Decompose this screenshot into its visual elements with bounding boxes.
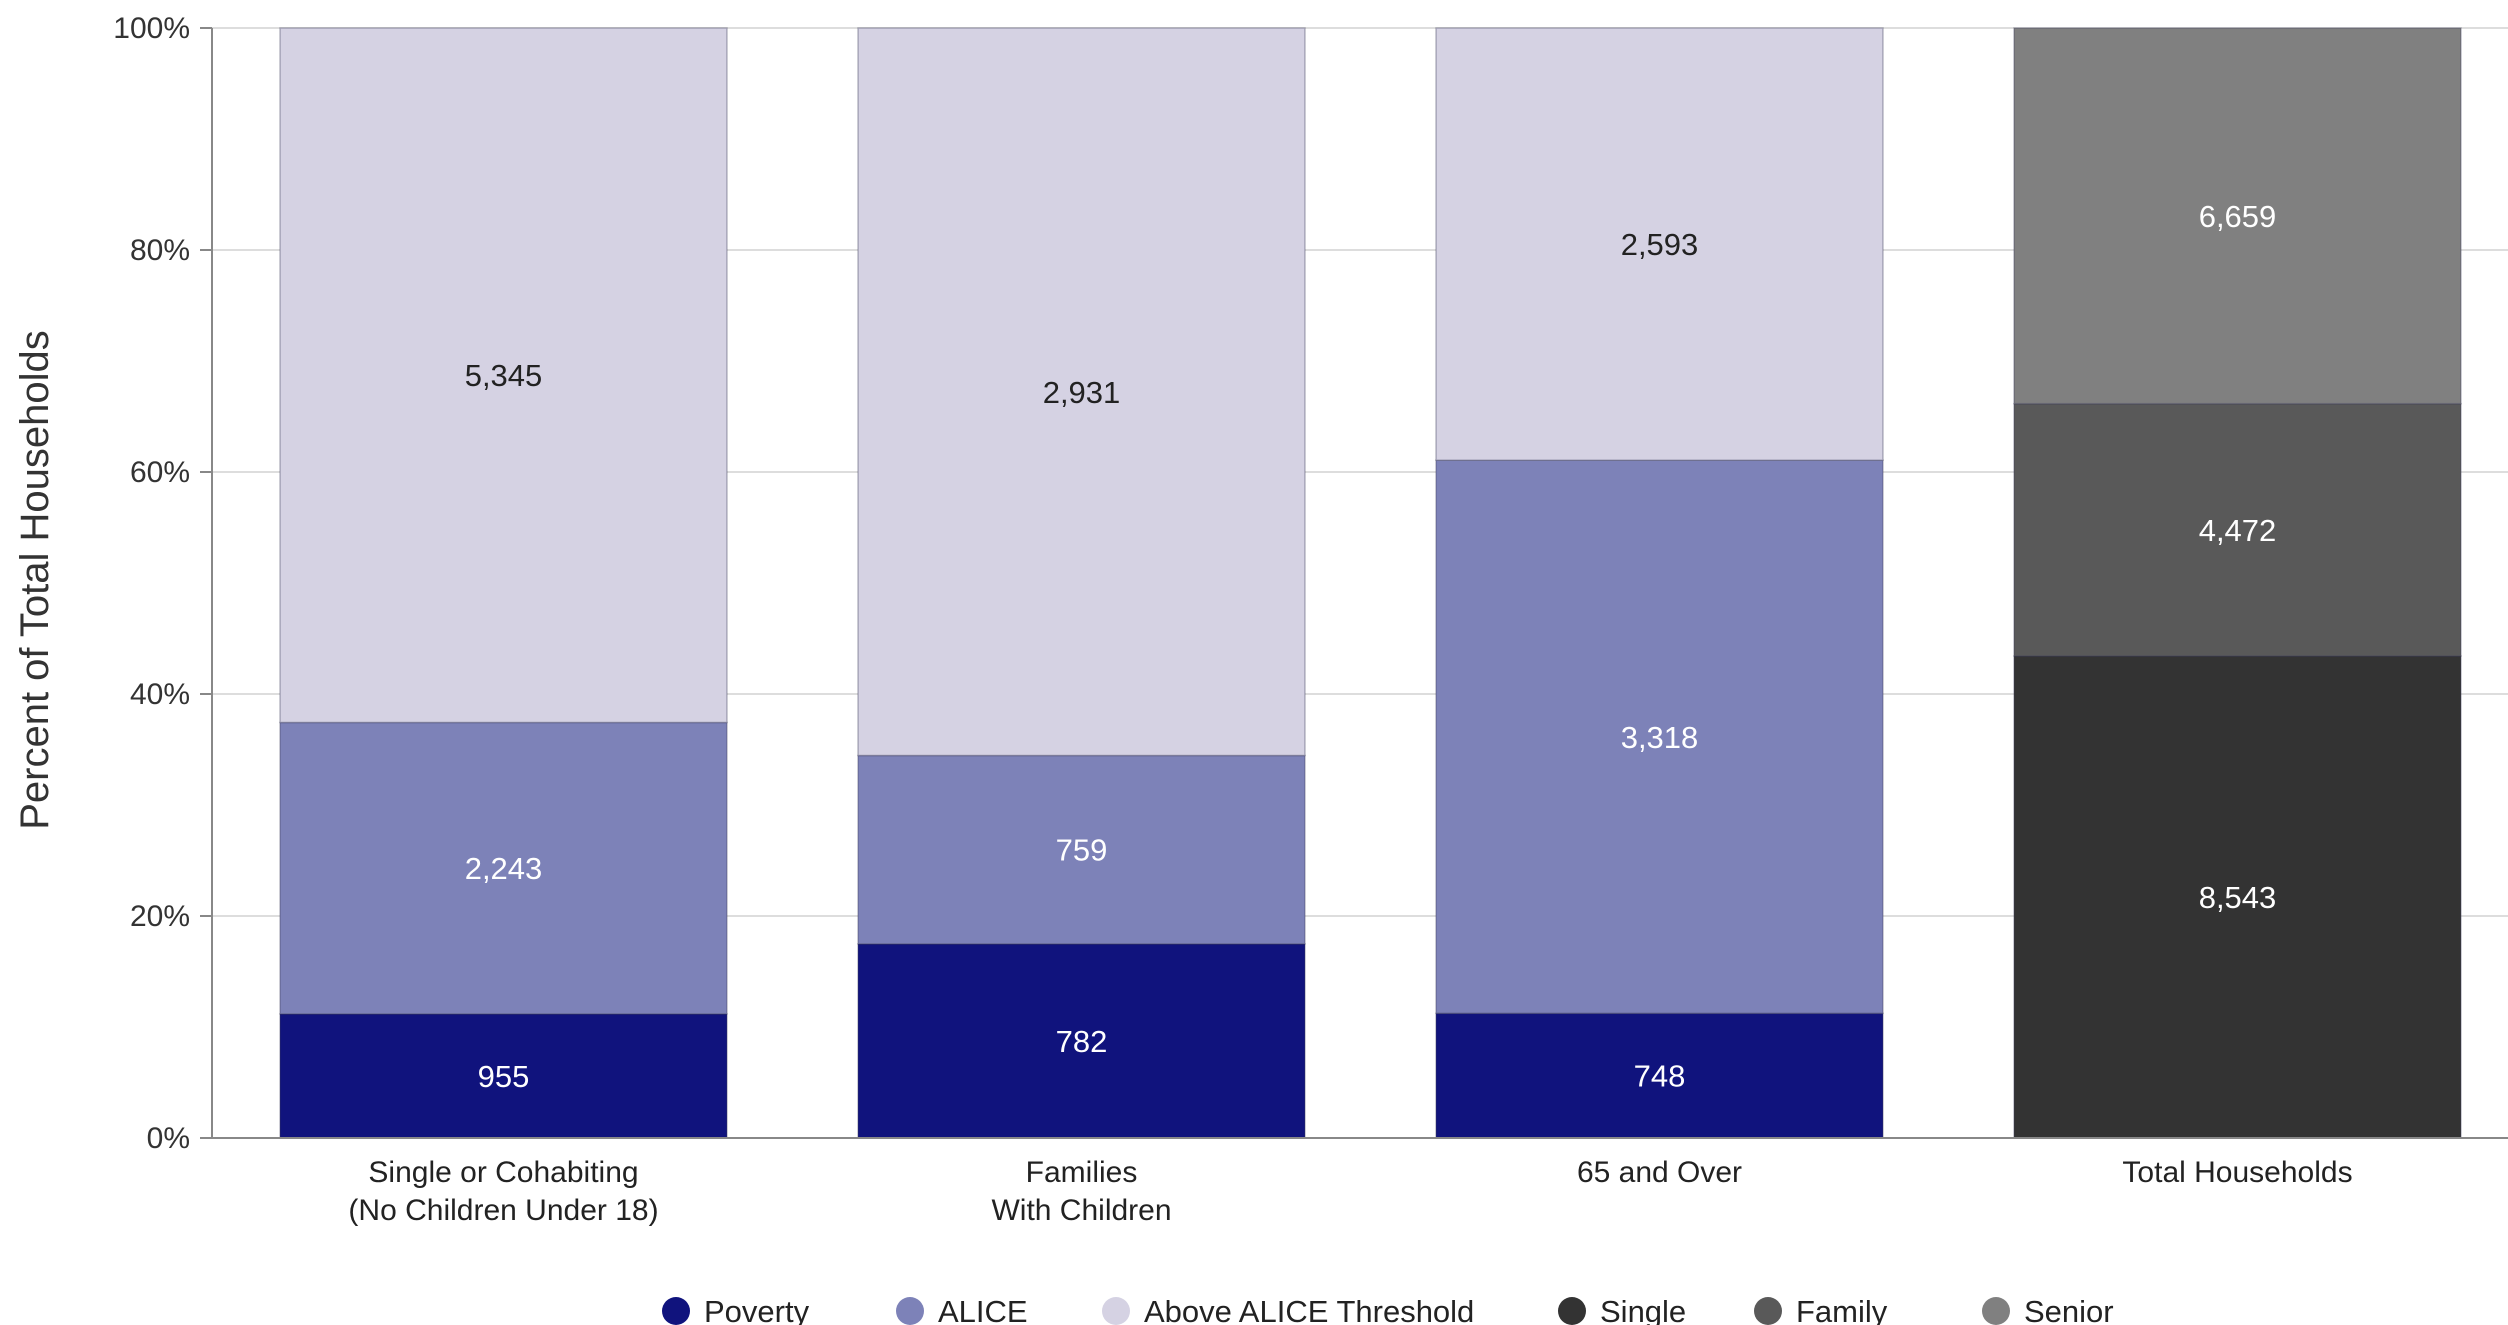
bar-segment-senior [2013, 27, 2462, 405]
data-label: 5,345 [465, 358, 543, 393]
legend-entry-label: Single [1600, 1294, 1686, 1325]
legend-swatch [1754, 1297, 1782, 1325]
legend-swatch [1102, 1297, 1130, 1325]
data-label: 782 [1056, 1024, 1108, 1059]
data-label: 759 [1056, 833, 1108, 868]
legend-entry-label: ALICE [938, 1294, 1028, 1325]
legend-swatch [1558, 1297, 1586, 1325]
bar-segment-alice [857, 754, 1306, 945]
data-label: 4,472 [2199, 513, 2277, 548]
bar-segment-family [2013, 402, 2462, 657]
bar-segment-poverty [1435, 1012, 1884, 1139]
legend-swatch [896, 1297, 924, 1325]
legend-swatch [1982, 1297, 2010, 1325]
value-labels: 955 2,243 5,345 782 759 2,931 748 3,318 2,593 8,5… [465, 199, 2277, 1094]
data-label: 2,593 [1621, 227, 1699, 262]
y-tick-label: 80% [130, 234, 190, 267]
y-tick-label: 0% [147, 1122, 190, 1155]
x-category-label: Total Households [2122, 1156, 2352, 1189]
y-tick-label: 20% [130, 900, 190, 933]
x-category-label: Families With Children [991, 1156, 1171, 1227]
legend-entry-label: Family [1796, 1294, 1888, 1325]
y-tick-label: 60% [130, 456, 190, 489]
y-axis-title: Percent of Total Households [13, 330, 57, 830]
y-tick-label: 40% [130, 678, 190, 711]
bar-segment-above-alice-threshold [279, 27, 728, 724]
x-category-label: Single or Cohabiting (No Children Under 1… [348, 1156, 658, 1227]
legend-entry-label: Senior [2024, 1294, 2114, 1325]
data-label: 748 [1634, 1059, 1686, 1094]
data-label: 955 [478, 1059, 530, 1094]
bar-segment-poverty [279, 1013, 728, 1139]
legend-entry-label: Poverty [704, 1294, 810, 1325]
data-label: 6,659 [2199, 199, 2277, 234]
bar-segment-above-alice-threshold [1435, 27, 1884, 461]
legend: Poverty ALICE Above ALICE Threshold Single F… [662, 1294, 2114, 1325]
y-tick-label: 100% [113, 12, 190, 45]
data-label: 2,243 [465, 851, 543, 886]
legend-entry-label: Above ALICE Threshold [1144, 1294, 1474, 1325]
axes: 0% 20% 40% 60% 80% 100% Single or Cohabiting (N… [113, 12, 2508, 1227]
data-label: 3,318 [1621, 720, 1699, 755]
x-category-label: 65 and Over [1577, 1156, 1742, 1189]
legend-swatch [662, 1297, 690, 1325]
data-label: 2,931 [1043, 375, 1121, 410]
bar-segment-alice [1435, 459, 1884, 1015]
bar-segment-alice [279, 721, 728, 1015]
bars [279, 27, 2462, 1139]
bar-segment-single [2013, 655, 2462, 1139]
bar-segment-above-alice-threshold [857, 27, 1306, 757]
data-label: 8,543 [2199, 880, 2277, 915]
